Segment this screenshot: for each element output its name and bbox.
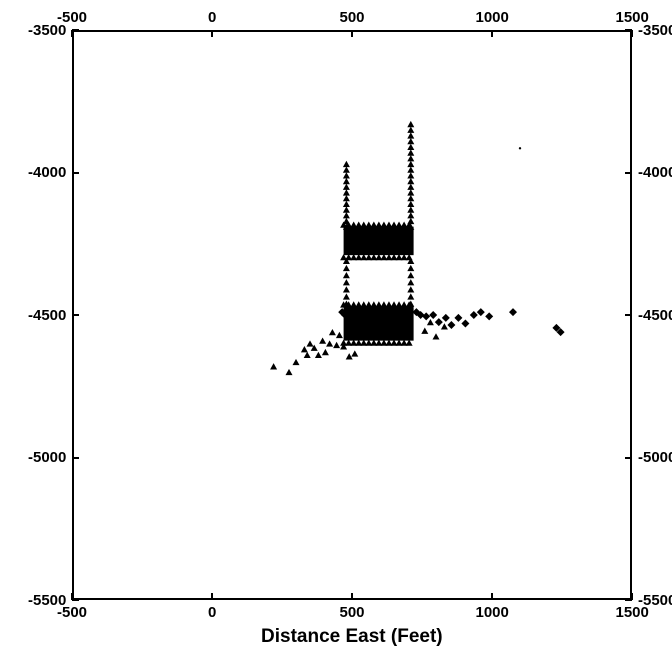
triangle-marker [407,127,414,133]
triangle-marker [343,206,350,212]
triangle-marker [407,184,414,190]
triangle-marker [343,195,350,201]
triangle-marker [407,201,414,207]
triangle-marker [407,212,414,218]
triangle-marker [351,350,358,356]
triangle-marker [427,319,434,325]
triangle-marker [326,340,333,346]
triangle-marker [343,172,350,178]
triangle-marker [407,286,414,292]
diamond-marker [422,312,430,320]
triangle-marker [336,332,343,338]
triangle-marker [407,206,414,212]
triangle-marker [433,333,440,339]
triangle-marker [343,265,350,271]
diamond-marker [429,311,437,319]
diamond-marker [485,312,493,320]
diamond-marker [435,318,443,326]
triangle-marker [407,144,414,150]
triangle-marker [407,189,414,195]
triangle-marker [407,132,414,138]
triangle-marker [301,346,308,352]
dense-cluster [344,227,414,256]
triangle-marker [343,279,350,285]
scatter-layer [0,0,672,659]
dense-cluster [344,306,414,340]
triangle-marker [333,342,340,348]
triangle-marker [293,359,300,365]
triangle-marker [315,352,322,358]
diamond-marker [454,314,462,322]
triangle-marker [407,155,414,161]
triangle-marker [343,178,350,184]
triangle-marker [343,272,350,278]
triangle-marker [343,167,350,173]
diamond-marker [509,308,517,316]
diamond-marker [477,308,485,316]
triangle-marker [343,201,350,207]
triangle-marker [286,369,293,375]
triangle-marker [304,352,311,358]
triangle-marker [319,338,326,344]
triangle-marker [343,189,350,195]
diamond-marker [461,320,469,328]
stray-dot [519,147,521,149]
triangle-marker [407,161,414,167]
triangle-marker [407,121,414,127]
triangle-marker [407,172,414,178]
triangle-marker [322,349,329,355]
diamond-marker [442,314,450,322]
triangle-marker [407,265,414,271]
triangle-marker [343,218,350,224]
triangle-marker [343,286,350,292]
triangle-marker [407,218,414,224]
triangle-marker [343,161,350,167]
diamond-marker [447,321,455,329]
triangle-marker [407,293,414,299]
triangle-marker [270,363,277,369]
triangle-marker [407,149,414,155]
triangle-marker [407,195,414,201]
triangle-marker [441,323,448,329]
triangle-marker [343,184,350,190]
triangle-marker [343,293,350,299]
triangle-marker [407,272,414,278]
triangle-marker [407,138,414,144]
diamond-marker [470,311,478,319]
triangle-marker [343,212,350,218]
triangle-marker [329,329,336,335]
triangle-marker [307,340,314,346]
triangle-marker [407,279,414,285]
triangle-marker [407,167,414,173]
triangle-marker [407,178,414,184]
triangle-marker [421,328,428,334]
